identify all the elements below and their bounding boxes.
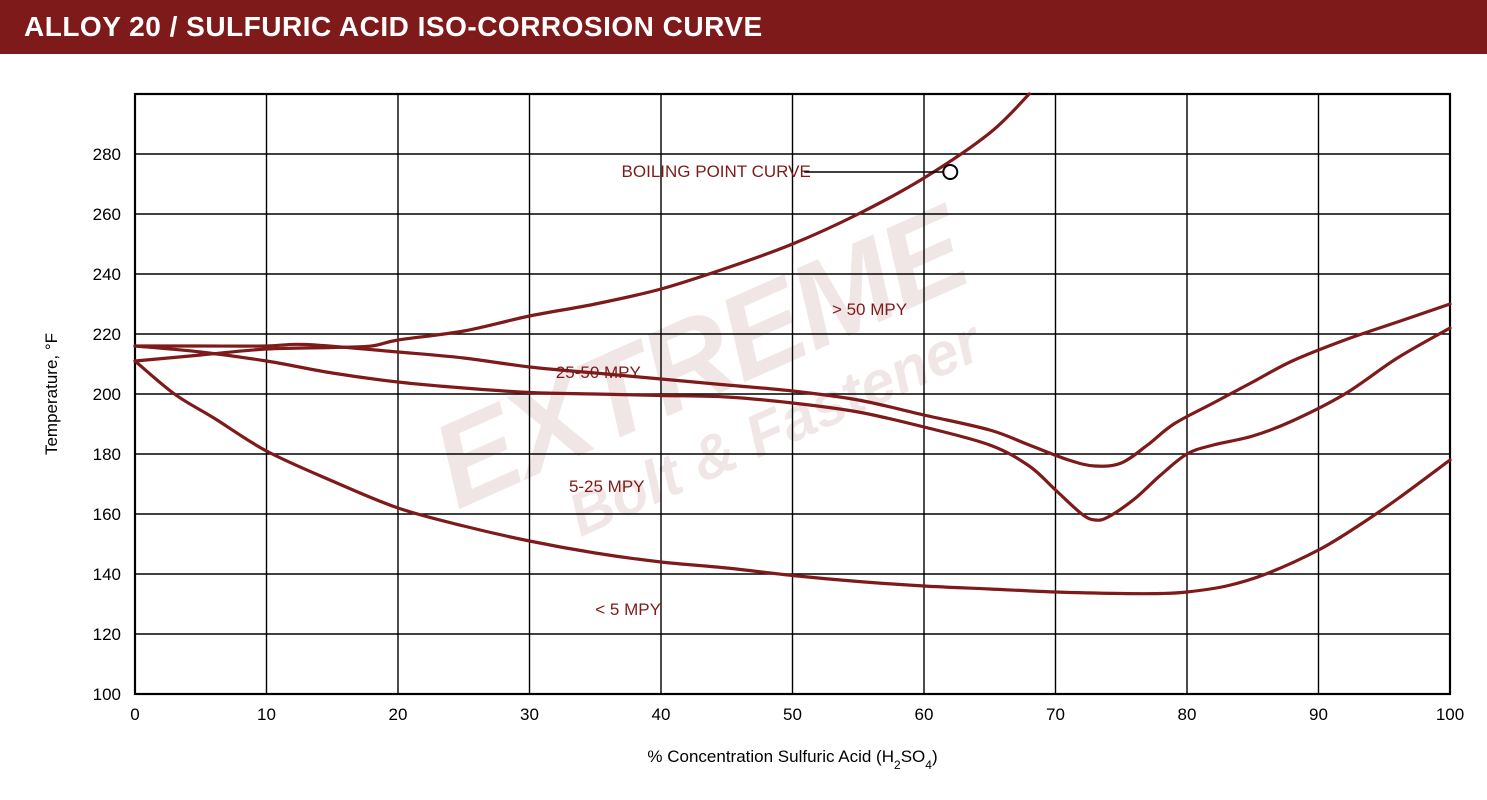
x-tick-label: 50 [783, 705, 802, 724]
y-tick-label: 100 [93, 685, 121, 704]
header-bar: ALLOY 20 / SULFURIC ACID ISO-CORROSION C… [0, 0, 1487, 54]
y-tick-label: 280 [93, 145, 121, 164]
x-tick-label: 70 [1046, 705, 1065, 724]
x-tick-label: 30 [520, 705, 539, 724]
chart-container: EXTREMEBolt & Fastener010203040506070809… [0, 54, 1487, 800]
x-axis-title: % Concentration Sulfuric Acid (H2SO4) [647, 747, 937, 772]
y-tick-label: 200 [93, 385, 121, 404]
x-tick-label: 10 [257, 705, 276, 724]
y-tick-label: 160 [93, 505, 121, 524]
x-tick-label: 100 [1436, 705, 1464, 724]
y-tick-label: 180 [93, 445, 121, 464]
region-label: 25-50 MPY [556, 363, 641, 382]
iso-corrosion-chart: EXTREMEBolt & Fastener010203040506070809… [0, 54, 1487, 800]
x-tick-label: 60 [915, 705, 934, 724]
boiling-point-label: BOILING POINT CURVE [622, 162, 811, 181]
y-tick-label: 260 [93, 205, 121, 224]
x-tick-label: 0 [130, 705, 139, 724]
y-tick-label: 120 [93, 625, 121, 644]
y-tick-label: 140 [93, 565, 121, 584]
page-title: ALLOY 20 / SULFURIC ACID ISO-CORROSION C… [24, 11, 763, 43]
y-tick-label: 220 [93, 325, 121, 344]
y-tick-label: 240 [93, 265, 121, 284]
boiling-point-marker [943, 165, 957, 179]
x-tick-label: 90 [1309, 705, 1328, 724]
x-tick-label: 20 [389, 705, 408, 724]
region-label: 5-25 MPY [569, 477, 645, 496]
x-tick-label: 80 [1178, 705, 1197, 724]
y-axis-title: Temperature, °F [42, 333, 61, 455]
x-tick-label: 40 [652, 705, 671, 724]
region-label: > 50 MPY [832, 300, 907, 319]
region-label: < 5 MPY [595, 600, 661, 619]
